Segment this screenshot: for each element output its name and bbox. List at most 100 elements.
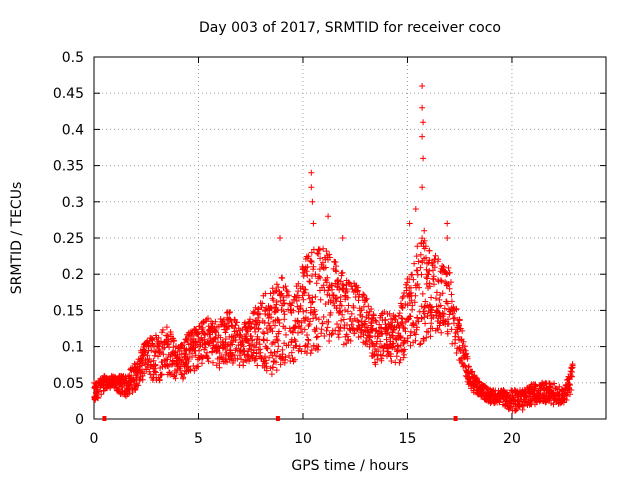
data-point	[316, 266, 323, 273]
y-tick-label: 0.35	[53, 159, 84, 175]
data-point	[409, 271, 416, 278]
data-point	[296, 343, 303, 350]
y-tick-label: 0.15	[53, 303, 84, 319]
data-point	[309, 198, 316, 205]
data-point	[363, 295, 370, 302]
data-point	[361, 292, 368, 299]
data-point	[404, 338, 411, 345]
data-point	[412, 337, 419, 344]
data-point	[408, 297, 415, 304]
data-point	[409, 302, 416, 309]
data-point	[453, 350, 460, 356]
data-point	[229, 341, 236, 348]
data-point	[189, 354, 195, 360]
data-point	[149, 336, 156, 343]
data-point	[348, 310, 355, 317]
data-point	[263, 345, 270, 351]
data-point	[435, 256, 442, 263]
data-point	[164, 332, 171, 339]
data-point	[317, 255, 324, 262]
data-point	[257, 346, 264, 353]
data-point	[199, 354, 206, 361]
data-point	[411, 260, 418, 267]
data-point	[330, 292, 337, 298]
data-point	[422, 298, 429, 305]
data-point	[264, 337, 271, 344]
data-point	[344, 308, 351, 315]
data-point	[300, 296, 307, 303]
data-point	[430, 314, 437, 320]
data-point	[412, 331, 419, 338]
data-point	[337, 308, 344, 314]
data-point	[308, 347, 315, 354]
data-point	[285, 292, 292, 299]
data-point	[350, 304, 357, 311]
data-point	[420, 335, 427, 342]
data-point	[365, 303, 372, 310]
data-point	[448, 279, 454, 286]
data-point	[247, 319, 254, 326]
data-point	[276, 320, 283, 326]
data-point	[291, 293, 298, 300]
data-point	[258, 354, 265, 361]
data-point	[199, 324, 206, 331]
data-point	[308, 249, 315, 256]
data-point	[281, 311, 288, 318]
data-point	[210, 359, 216, 366]
data-point	[170, 338, 177, 345]
data-point	[416, 284, 423, 291]
data-point	[407, 284, 414, 291]
data-point	[419, 184, 426, 191]
data-point	[284, 288, 291, 295]
data-point	[266, 354, 273, 361]
data-point	[310, 263, 317, 270]
data-point	[262, 290, 269, 297]
data-point	[320, 282, 327, 289]
data-point	[358, 326, 364, 333]
data-point	[416, 341, 423, 348]
data-point	[195, 363, 202, 370]
data-point	[366, 343, 373, 350]
data-point	[164, 356, 171, 363]
data-point	[204, 349, 210, 356]
data-point	[118, 384, 125, 391]
data-point	[336, 286, 343, 293]
data-point	[308, 184, 315, 191]
data-point	[348, 321, 355, 328]
data-point	[328, 331, 335, 338]
data-point	[438, 278, 445, 285]
data-point	[418, 271, 425, 278]
data-point	[227, 309, 233, 315]
data-point	[436, 296, 443, 303]
data-point	[181, 339, 188, 346]
data-point	[324, 274, 331, 281]
data-point	[277, 297, 284, 304]
data-point	[355, 284, 362, 291]
y-tick-label: 0.5	[62, 50, 84, 66]
data-point	[256, 319, 263, 326]
tick-labels: 0 0.05 0.1 0.15 0.2 0.25 0.3 0.35 0.4 0.45 0.5 0 5 10…	[53, 50, 521, 447]
data-point	[460, 338, 467, 345]
data-point	[323, 327, 330, 334]
data-point	[144, 352, 151, 359]
data-point	[280, 308, 287, 315]
data-point	[444, 300, 451, 307]
data-point	[249, 352, 256, 359]
data-point	[379, 352, 386, 359]
data-point	[343, 340, 350, 347]
data-point	[352, 283, 359, 290]
data-point	[266, 311, 273, 317]
data-point	[159, 326, 166, 333]
data-point	[285, 342, 292, 349]
data-point	[283, 331, 289, 338]
data-point	[312, 311, 318, 318]
data-point	[520, 403, 527, 409]
data-point	[361, 299, 368, 306]
data-point	[396, 359, 403, 366]
data-point	[168, 338, 174, 345]
data-point	[279, 275, 286, 282]
data-point	[286, 352, 292, 359]
data-point	[475, 378, 482, 385]
data-point	[252, 355, 259, 362]
data-point	[275, 284, 282, 291]
